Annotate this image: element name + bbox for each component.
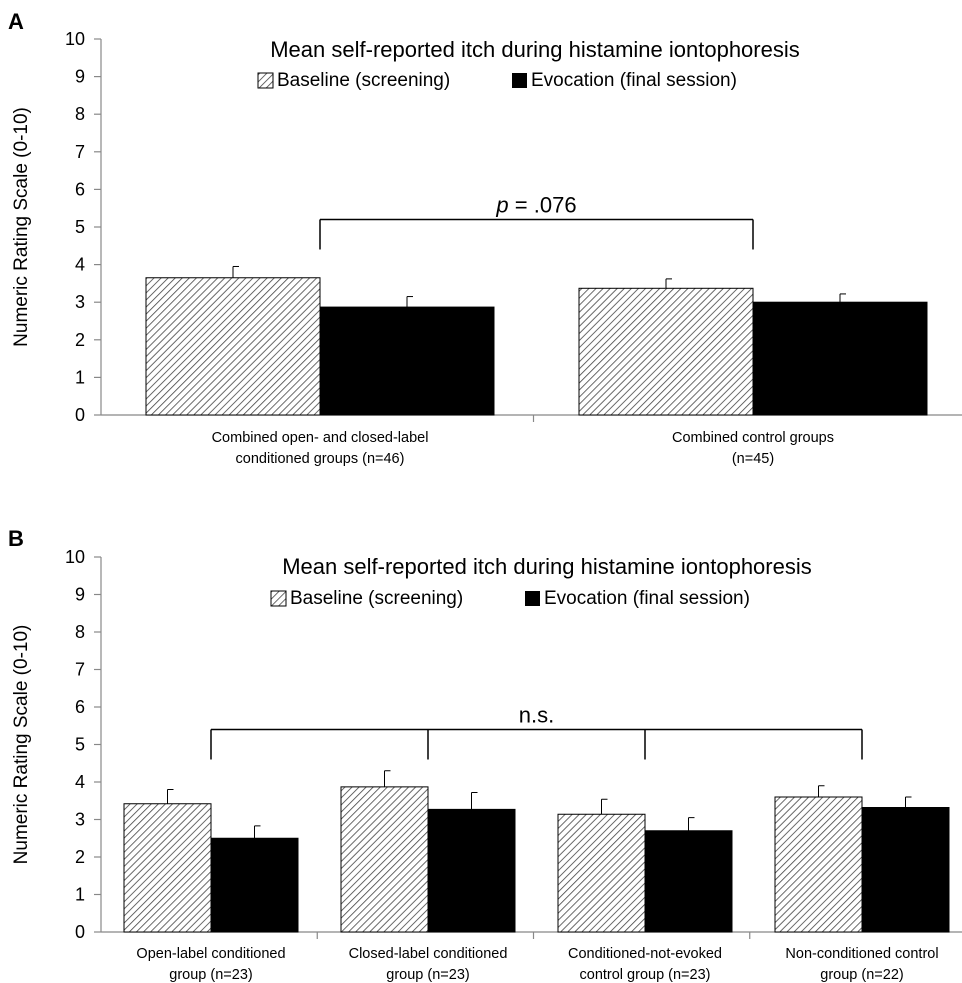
legend-swatch-baseline xyxy=(270,590,287,607)
significance-label: n.s. xyxy=(519,703,554,728)
x-category-label: control group (n=23) xyxy=(580,967,711,983)
x-category-label: Closed-label conditioned xyxy=(349,946,508,962)
y-tick-label: 7 xyxy=(75,660,85,680)
bar-baseline xyxy=(578,287,754,416)
bar-baseline xyxy=(557,813,646,933)
chart-title: Mean self-reported itch during histamine… xyxy=(282,554,812,579)
x-category-label: Conditioned-not-evoked xyxy=(568,946,722,962)
bar-evocation xyxy=(427,808,516,933)
y-tick-label: 6 xyxy=(75,697,85,717)
significance-label: p = .076 xyxy=(495,192,576,217)
y-tick-label: 4 xyxy=(75,255,85,275)
y-tick-label: 5 xyxy=(75,735,85,755)
y-tick-label: 8 xyxy=(75,622,85,642)
y-tick-label: 4 xyxy=(75,772,85,792)
y-tick-label: 5 xyxy=(75,217,85,237)
x-category-label: Non-conditioned control xyxy=(785,946,938,962)
y-tick-label: 1 xyxy=(75,367,85,387)
legend-swatch-baseline xyxy=(257,72,274,89)
bar-evocation xyxy=(644,830,733,933)
bar-evocation xyxy=(752,301,928,416)
x-category-label: group (n=23) xyxy=(386,967,469,983)
bar-baseline xyxy=(145,277,321,416)
panel-b: B Mean self-reported itch during histamin… xyxy=(8,526,962,983)
bar-baseline xyxy=(340,786,429,933)
y-tick-label: 2 xyxy=(75,330,85,350)
x-category-label: group (n=22) xyxy=(820,967,903,983)
legend-swatch-evocation xyxy=(512,73,527,88)
bar-evocation xyxy=(319,306,495,416)
y-tick-label: 2 xyxy=(75,847,85,867)
y-tick-label: 0 xyxy=(75,922,85,942)
y-tick-label: 1 xyxy=(75,885,85,905)
bar-baseline xyxy=(774,796,863,933)
y-axis-label: Numeric Rating Scale (0-10) xyxy=(11,625,32,865)
y-tick-label: 9 xyxy=(75,585,85,605)
y-tick-label: 9 xyxy=(75,67,85,87)
y-tick-label: 10 xyxy=(65,29,85,49)
legend-label-baseline: Baseline (screening) xyxy=(290,588,463,609)
panel-letter: B xyxy=(8,526,24,551)
legend-label-baseline: Baseline (screening) xyxy=(277,70,450,91)
bar-evocation xyxy=(210,837,299,933)
y-tick-label: 0 xyxy=(75,405,85,425)
x-category-label: conditioned groups (n=46) xyxy=(236,451,405,467)
x-category-label: (n=45) xyxy=(732,451,774,467)
panel-letter: A xyxy=(8,9,24,34)
x-category-label: Combined open- and closed-label xyxy=(212,430,429,446)
x-category-label: Open-label conditioned xyxy=(136,946,285,962)
legend-label-evocation: Evocation (final session) xyxy=(544,588,750,609)
chart-title: Mean self-reported itch during histamine… xyxy=(270,37,800,62)
y-tick-label: 10 xyxy=(65,547,85,567)
legend-swatch-evocation xyxy=(525,591,540,606)
bar-evocation xyxy=(861,807,950,933)
panel-a: A Mean self-reported itch during histamin… xyxy=(8,9,962,467)
x-category-label: Combined control groups xyxy=(672,430,834,446)
y-tick-label: 7 xyxy=(75,142,85,162)
bar-baseline xyxy=(123,803,212,933)
y-tick-label: 6 xyxy=(75,179,85,199)
y-axis-label: Numeric Rating Scale (0-10) xyxy=(11,107,32,347)
y-tick-label: 3 xyxy=(75,810,85,830)
y-tick-label: 3 xyxy=(75,292,85,312)
legend-label-evocation: Evocation (final session) xyxy=(531,70,737,91)
y-tick-label: 8 xyxy=(75,104,85,124)
x-category-label: group (n=23) xyxy=(169,967,252,983)
